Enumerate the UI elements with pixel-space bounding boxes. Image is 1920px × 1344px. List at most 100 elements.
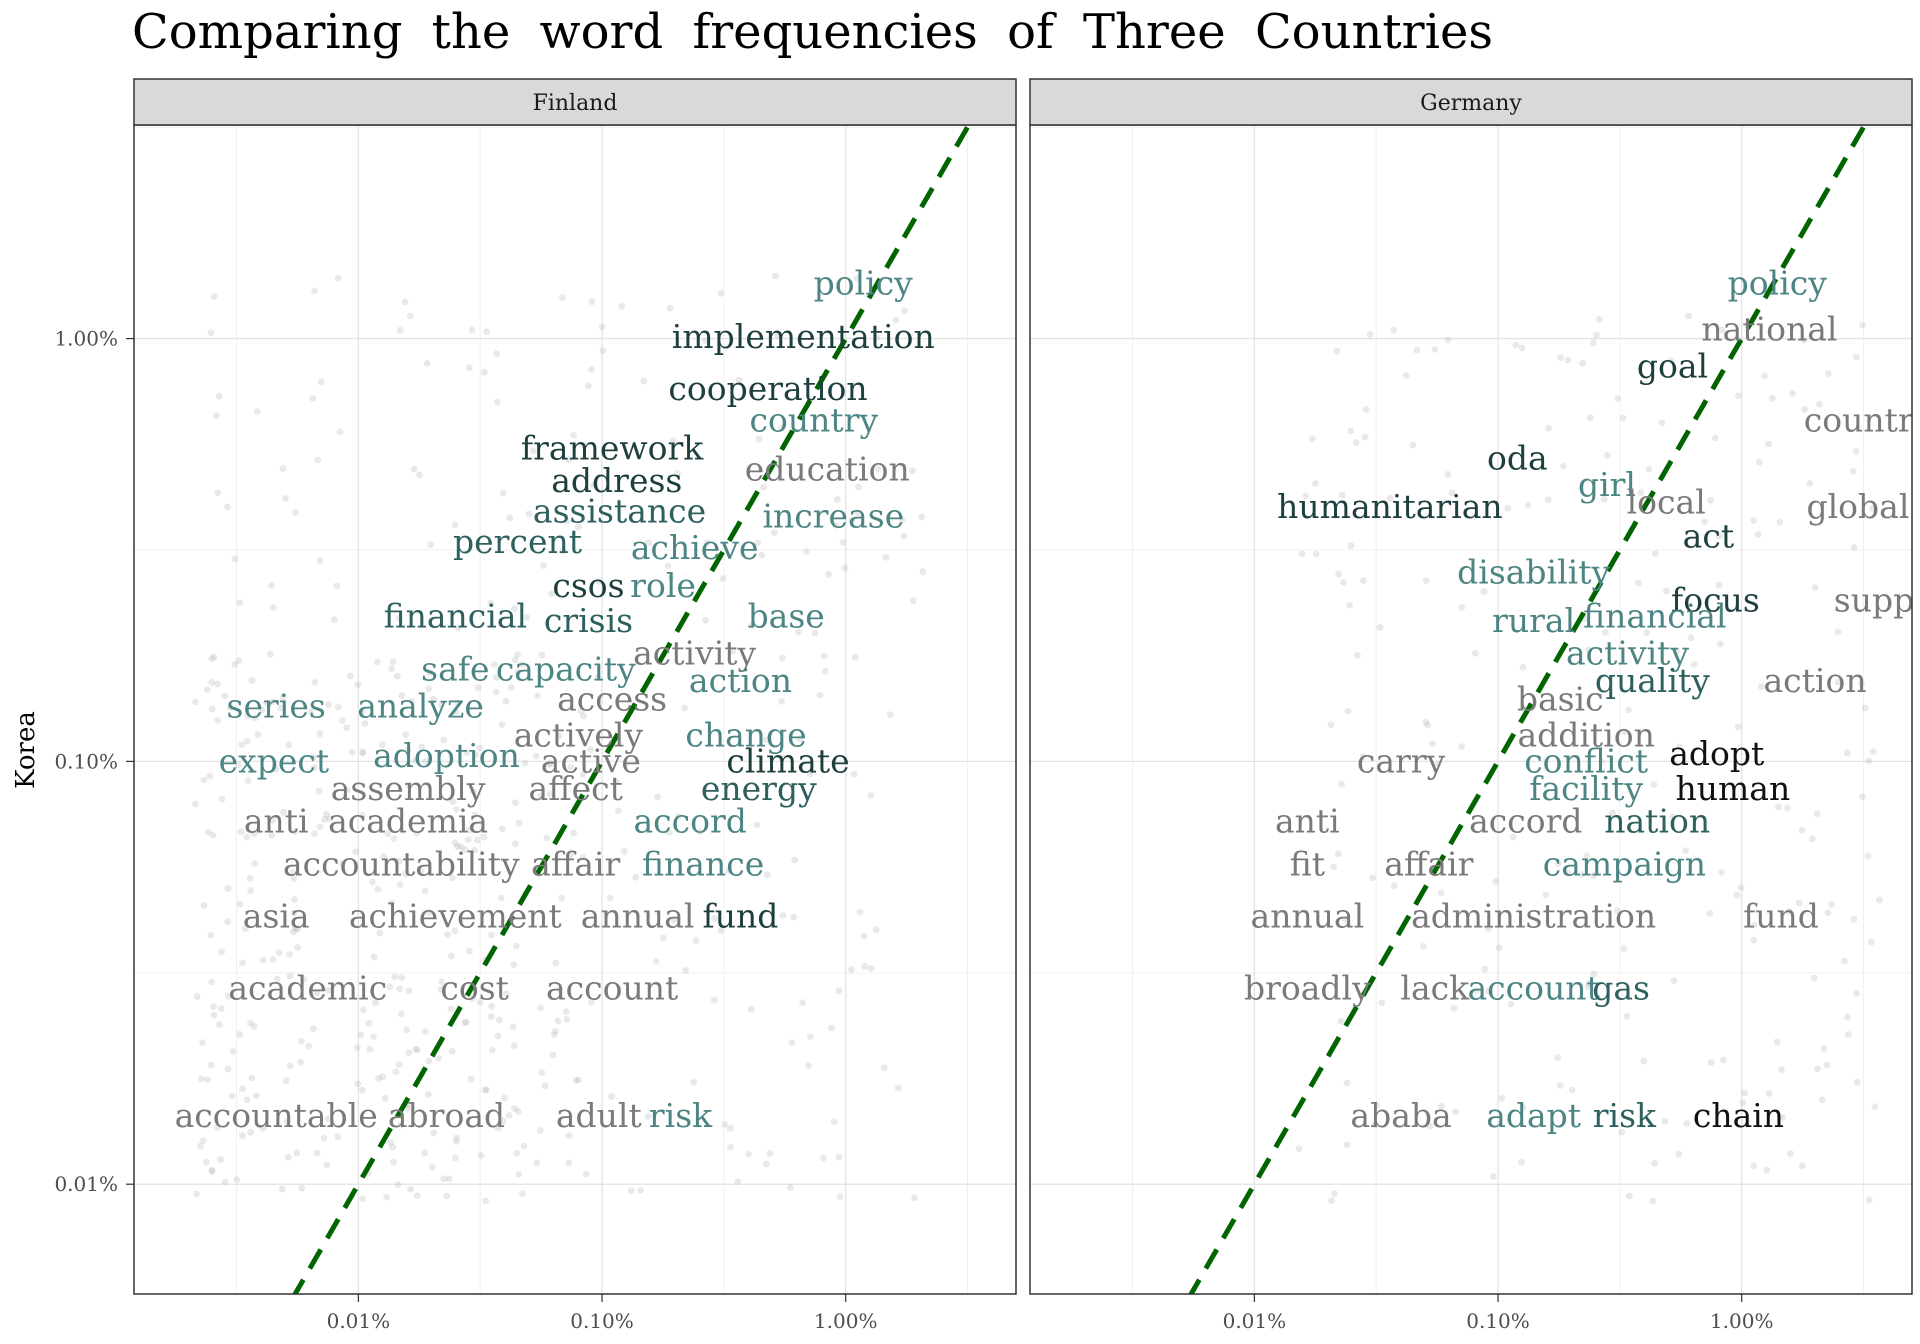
background-point xyxy=(493,398,501,406)
background-point xyxy=(501,1094,508,1102)
background-point xyxy=(438,701,446,708)
background-point xyxy=(754,539,762,547)
background-point xyxy=(1811,584,1819,592)
background-point xyxy=(1816,400,1823,408)
word-label: account xyxy=(1467,969,1599,1008)
word-label: adult xyxy=(556,1096,642,1135)
background-point xyxy=(396,326,404,334)
background-point xyxy=(1600,496,1608,503)
background-point xyxy=(1765,440,1772,448)
background-point xyxy=(1590,339,1597,347)
background-point xyxy=(464,836,472,843)
background-point xyxy=(562,1008,570,1015)
background-point xyxy=(353,1044,361,1051)
background-point xyxy=(244,712,252,720)
background-point xyxy=(1422,577,1430,585)
background-point xyxy=(401,870,409,878)
word-label: lack xyxy=(1400,969,1470,1008)
background-point xyxy=(1682,847,1690,854)
background-point xyxy=(207,931,215,939)
word-label: safe xyxy=(421,649,489,688)
word-label: education xyxy=(745,450,910,489)
background-point xyxy=(669,437,677,445)
word-label: crisis xyxy=(544,601,633,640)
background-point xyxy=(1853,353,1860,361)
background-point xyxy=(334,703,342,711)
background-point xyxy=(422,757,430,765)
background-point xyxy=(1378,999,1386,1007)
background-point xyxy=(666,304,674,312)
background-point xyxy=(1763,1166,1771,1174)
background-point xyxy=(374,885,382,893)
background-point xyxy=(437,986,445,993)
background-point xyxy=(1645,465,1653,473)
background-point xyxy=(1673,647,1681,655)
word-label: goal xyxy=(1637,346,1708,385)
background-point xyxy=(298,1184,306,1192)
background-point xyxy=(357,1031,365,1039)
background-point xyxy=(711,914,718,922)
background-point xyxy=(488,1003,496,1010)
background-point xyxy=(816,691,824,699)
background-point xyxy=(482,1197,489,1205)
background-point xyxy=(1555,860,1562,868)
background-point xyxy=(492,674,500,681)
background-point xyxy=(1801,406,1808,413)
background-point xyxy=(867,791,875,799)
background-point xyxy=(423,359,431,367)
word-label: girl xyxy=(1578,465,1636,504)
background-point xyxy=(389,1143,397,1151)
background-point xyxy=(250,830,258,838)
word-label: policy xyxy=(1728,263,1828,302)
background-point xyxy=(1444,470,1452,478)
background-point xyxy=(807,1033,814,1041)
background-point xyxy=(452,708,460,715)
word-label: annual xyxy=(581,896,695,935)
background-point xyxy=(1590,872,1597,880)
background-point xyxy=(498,825,506,833)
background-point xyxy=(224,503,231,511)
background-point xyxy=(1750,517,1758,524)
background-point xyxy=(839,538,847,546)
background-point xyxy=(1413,346,1421,354)
background-point xyxy=(314,456,322,464)
background-point xyxy=(1353,651,1361,659)
background-point xyxy=(502,697,510,705)
background-point xyxy=(405,781,413,789)
background-point xyxy=(1618,1128,1626,1136)
background-point xyxy=(1852,447,1860,455)
background-point xyxy=(394,672,401,680)
background-point xyxy=(507,684,515,691)
background-point xyxy=(835,1153,843,1161)
background-point xyxy=(543,834,551,842)
background-point xyxy=(418,743,426,751)
background-point xyxy=(251,860,259,868)
background-point xyxy=(343,786,351,794)
background-point xyxy=(1419,942,1427,950)
background-point xyxy=(1361,433,1369,441)
background-point xyxy=(214,716,222,724)
background-point xyxy=(1700,518,1708,526)
background-point xyxy=(555,732,563,740)
background-point xyxy=(763,1160,770,1168)
background-point xyxy=(421,887,429,895)
background-point xyxy=(430,695,438,703)
word-label: adoption xyxy=(373,736,520,775)
background-point xyxy=(1390,326,1398,334)
background-point xyxy=(291,925,299,933)
background-point xyxy=(596,577,603,585)
background-point xyxy=(547,759,554,767)
background-point xyxy=(347,672,354,680)
background-point xyxy=(1480,588,1488,595)
facet-strip xyxy=(1029,78,1913,126)
background-point xyxy=(1750,1162,1758,1170)
background-point xyxy=(451,927,459,935)
background-point xyxy=(1734,723,1742,731)
background-point xyxy=(1331,1190,1338,1197)
background-point xyxy=(833,496,841,503)
word-label: percent xyxy=(453,522,582,561)
background-point xyxy=(224,885,232,892)
background-point xyxy=(387,1139,395,1146)
background-point xyxy=(235,761,242,769)
